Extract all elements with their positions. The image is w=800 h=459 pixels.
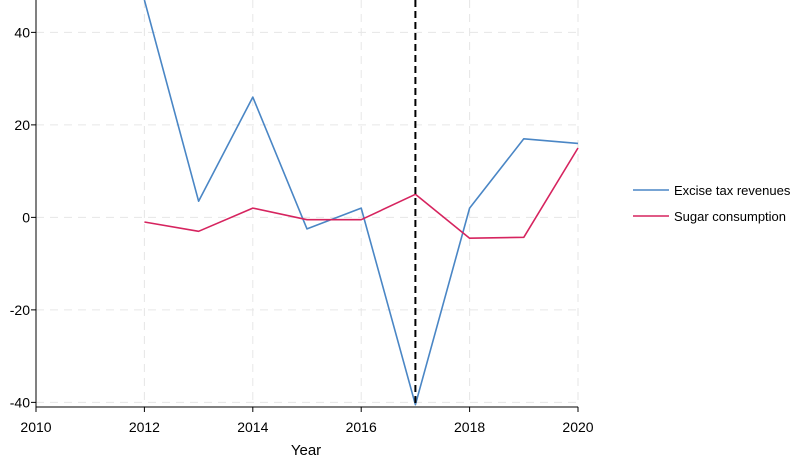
legend-label: Excise tax revenues	[674, 183, 791, 198]
y-tick-label: 20	[14, 117, 30, 133]
legend: Excise tax revenues Sugar consumption	[633, 183, 791, 224]
axes	[35, 0, 578, 408]
x-tick-label: 2010	[20, 419, 51, 435]
series-lines	[143, 0, 579, 406]
grid-lines	[35, 0, 579, 407]
legend-label: Sugar consumption	[674, 209, 786, 224]
tick-marks: -40 -20 0 20 40 2010 2012 2014 2016 2018 2020	[10, 24, 594, 435]
series-line-sugar-consumption	[144, 147, 579, 239]
x-tick-label: 2020	[562, 419, 593, 435]
y-tick-label: 40	[14, 24, 30, 40]
x-axis-title: Year	[291, 442, 321, 459]
y-tick-label: -40	[10, 394, 30, 410]
series-line-excise-tax-revenues	[143, 0, 579, 406]
x-tick-label: 2014	[237, 419, 268, 435]
x-tick-label: 2018	[454, 419, 485, 435]
y-tick-label: 0	[22, 209, 30, 225]
y-tick-label: -20	[10, 302, 30, 318]
x-tick-label: 2012	[129, 419, 160, 435]
x-tick-label: 2016	[346, 419, 377, 435]
